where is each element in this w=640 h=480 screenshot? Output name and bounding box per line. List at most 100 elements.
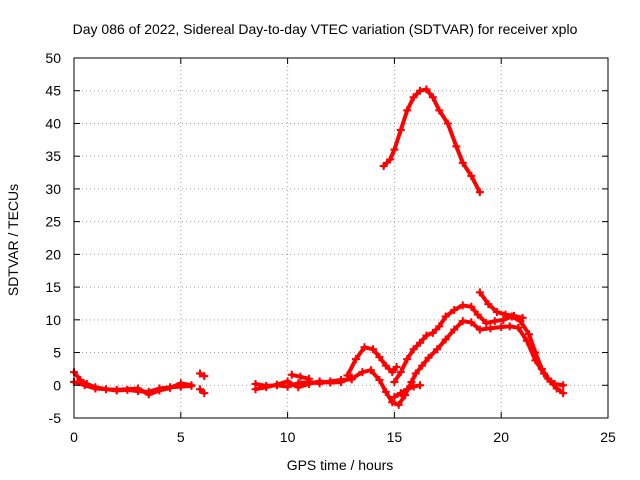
data-point [304, 374, 313, 383]
data-point [196, 369, 205, 378]
data-point [343, 371, 352, 380]
data-point [176, 379, 185, 388]
data-point [428, 93, 437, 102]
data-point [514, 323, 523, 332]
data-point [443, 119, 452, 128]
data-point [369, 345, 378, 354]
data-point [392, 362, 401, 371]
data-point [409, 382, 418, 391]
y-tick-label: 20 [45, 246, 61, 262]
data-point [396, 389, 405, 398]
data-point [435, 322, 444, 331]
data-point [390, 145, 399, 154]
data-point [294, 383, 303, 392]
data-point [347, 374, 356, 383]
series-main-high [392, 303, 566, 388]
data-point [403, 106, 412, 115]
data-point [499, 315, 508, 324]
data-point [403, 385, 412, 394]
data-point [559, 381, 568, 390]
data-point [112, 385, 121, 394]
data-point [524, 330, 533, 339]
series-top-arc [381, 87, 482, 195]
data-point [390, 378, 399, 386]
data-point [388, 398, 397, 407]
data-point [428, 328, 437, 337]
data-point [416, 86, 425, 95]
data-point [91, 384, 100, 393]
data-point [134, 384, 143, 393]
y-tick-label: 15 [45, 279, 61, 295]
data-point [422, 331, 431, 340]
y-tick-label: 5 [53, 345, 61, 361]
y-tick-label: 45 [45, 83, 61, 99]
data-point [467, 171, 476, 180]
data-point [381, 361, 390, 370]
y-tick-label: 35 [45, 148, 61, 164]
data-point [396, 368, 405, 377]
data-point [497, 323, 506, 332]
data-point [200, 372, 209, 381]
data-point [450, 306, 459, 314]
data-point [475, 325, 484, 334]
plot-frame [73, 57, 609, 419]
data-point [409, 93, 418, 102]
y-tick-label: 50 [45, 50, 61, 66]
data-point [416, 338, 425, 347]
data-point [396, 126, 405, 134]
y-tick-label: 0 [53, 377, 61, 393]
x-axis-label: GPS time / hours [287, 457, 394, 473]
series-early-b [72, 380, 194, 397]
data-point [550, 379, 559, 388]
x-tick-label: 15 [387, 429, 403, 445]
x-tick-label: 0 [70, 429, 78, 445]
data-point [337, 378, 345, 386]
data-point [505, 322, 514, 331]
data-point [80, 381, 89, 390]
data-point [441, 312, 450, 321]
data-point [482, 319, 491, 328]
data-point [407, 378, 416, 386]
x-tick-label: 10 [280, 429, 296, 445]
data-point [262, 383, 271, 392]
data-point [452, 142, 461, 151]
y-axis-label: SDTVAR / TECUs [5, 184, 21, 296]
x-tick-label: 25 [600, 429, 616, 445]
data-point [375, 353, 384, 362]
data-point [251, 385, 260, 394]
data-point [531, 348, 540, 357]
data-point [144, 390, 153, 399]
data-point [473, 310, 482, 319]
data-point [166, 383, 175, 392]
data-point [200, 389, 209, 398]
data-point [486, 324, 495, 333]
data-point [196, 385, 205, 394]
data-point [458, 301, 467, 310]
data-point [475, 188, 484, 197]
data-point [475, 288, 484, 297]
data-point [386, 155, 395, 164]
data-point [187, 381, 196, 390]
series-arc-13-low [345, 345, 399, 378]
y-tick-label: 30 [45, 181, 61, 197]
data-point [283, 377, 292, 386]
y-tick-label: -5 [49, 410, 62, 426]
data-point [418, 361, 427, 370]
data-point [296, 372, 305, 381]
data-point [416, 381, 425, 390]
data-point [366, 366, 375, 375]
data-point [501, 310, 510, 319]
data-point [358, 368, 367, 377]
data-point [490, 317, 499, 326]
data-point [435, 106, 444, 115]
data-point [315, 377, 324, 386]
data-point [441, 335, 450, 344]
data-point [458, 158, 467, 167]
data-point [492, 307, 501, 316]
y-tick-label: 10 [45, 312, 61, 328]
data-point [467, 318, 476, 327]
data-point [287, 370, 296, 379]
data-point [484, 300, 493, 309]
data-point [390, 393, 399, 402]
